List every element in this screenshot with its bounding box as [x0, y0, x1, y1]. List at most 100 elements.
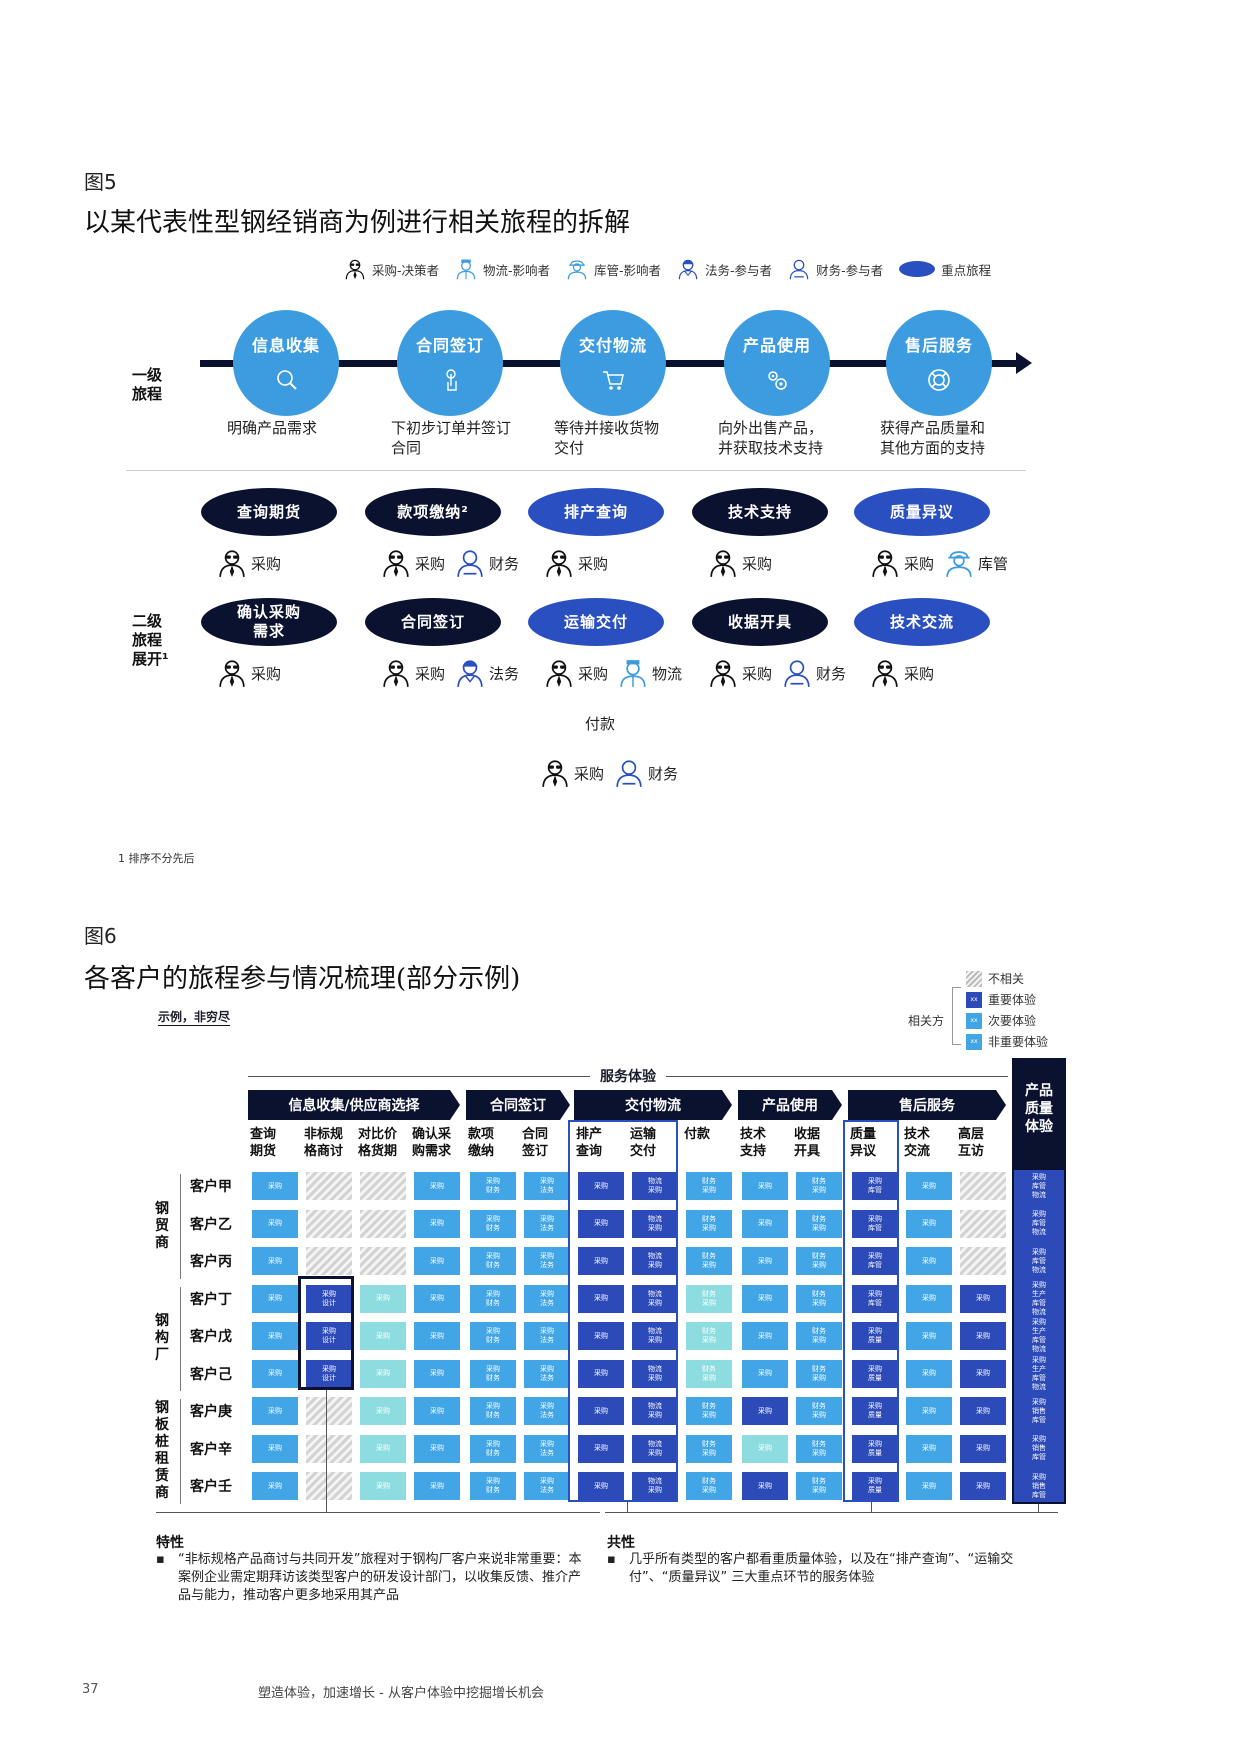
cell-role: 采购	[268, 1256, 282, 1265]
row-label-8: 客户壬	[190, 1479, 232, 1495]
cell-role: 库管	[1032, 1336, 1046, 1344]
search-icon	[277, 370, 297, 390]
matrix-cell: 采购	[742, 1322, 788, 1350]
cell-role: 采购	[594, 1219, 608, 1227]
matrix-cell: 物流 采购	[632, 1247, 678, 1275]
stage-description-1: 下初步订单并签订 合同	[391, 419, 512, 457]
matrix-cell: 采购	[414, 1322, 460, 1350]
matrix-cell: 物流 采购	[632, 1172, 678, 1200]
purchasing-icon	[219, 550, 245, 577]
cell-role: 采购	[268, 1181, 282, 1190]
matrix-cell: 采购	[906, 1209, 952, 1238]
matrix-cell: 采购 法务	[524, 1284, 570, 1313]
cell-role: 财务	[486, 1336, 500, 1344]
subjourney-roles: 采购	[708, 548, 772, 578]
cell-role: 采购	[976, 1369, 990, 1377]
example-tag: 示例，非穷尽	[158, 1010, 231, 1026]
level-2-label: 二级 旅程 展开¹	[132, 612, 169, 668]
cell-role: 采购	[486, 1364, 500, 1373]
cell-role: 采购	[1032, 1210, 1046, 1218]
matrix-cell: 采购	[252, 1284, 298, 1313]
cell-role: 采购	[758, 1444, 772, 1452]
cell-role: 采购	[702, 1223, 716, 1232]
matrix-cell: 采购	[742, 1172, 788, 1200]
cell-role: 采购	[868, 1214, 882, 1223]
cell-role: 采购	[758, 1481, 772, 1490]
cell-role: 物流	[648, 1177, 662, 1185]
cell-role: 采购	[922, 1294, 936, 1302]
matrix-cell: 采购 销售 库管	[1016, 1397, 1062, 1425]
row-label-1: 客户乙	[190, 1216, 232, 1233]
figure-6-label: 图6	[84, 924, 117, 948]
cell-role: 采购	[868, 1364, 882, 1373]
cell-role: 法务	[540, 1223, 554, 1232]
matrix-cell: 物流 采购	[632, 1284, 678, 1313]
cell-role: 采购	[868, 1327, 882, 1335]
matrix-cell: 采购 财务	[470, 1397, 516, 1425]
cell-role: 质量	[868, 1448, 882, 1457]
subjourney-level2_row2-2: 运输交付	[528, 598, 664, 646]
matrix-cell: 采购	[414, 1247, 460, 1275]
cell-role: 物流	[1032, 1382, 1046, 1391]
cell-role: 生产	[1032, 1289, 1046, 1298]
matrix-cell: 采购 财务	[470, 1247, 516, 1275]
cell-role: 采购	[430, 1406, 444, 1415]
group-bracket-2	[180, 1399, 181, 1504]
matrix-cell: 财务 采购	[796, 1172, 842, 1200]
matrix-cell: 采购	[578, 1434, 624, 1463]
subjourney-level2_row1-0: 查询期货	[201, 488, 337, 536]
cell-role: 财务	[812, 1327, 826, 1335]
column-header-13: 高层 互访	[958, 1127, 985, 1159]
cell-role: 采购	[540, 1477, 554, 1485]
column-header-3: 确认采 购需求	[412, 1127, 452, 1159]
row-label-2: 客户丙	[190, 1254, 232, 1270]
cell-role: 采购	[594, 1481, 608, 1490]
matrix-cell: 采购 法务	[524, 1209, 570, 1238]
matrix-cell	[306, 1397, 352, 1425]
legend-item-4: 财务-参与者	[788, 258, 883, 280]
legend-row-1: xx 重要体验	[966, 989, 1048, 1010]
cell-role: 物流	[648, 1214, 662, 1223]
matrix-cell: 采购	[906, 1434, 952, 1463]
legend-bracket	[952, 987, 961, 1045]
matrix-cell: 采购	[960, 1472, 1006, 1500]
matrix-cell: 财务 采购	[686, 1322, 732, 1350]
cell-role: 物流	[1032, 1307, 1046, 1316]
cell-role: 采购	[540, 1214, 554, 1223]
matrix-cell: 物流 采购	[632, 1322, 678, 1350]
cell-role: 法务	[540, 1261, 554, 1269]
cell-role: 采购	[430, 1481, 444, 1490]
legal-icon	[457, 660, 483, 687]
payment-roles: 采购 财务	[540, 758, 678, 788]
matrix-cell: 采购	[252, 1397, 298, 1425]
matrix-cell: 采购 库管	[852, 1172, 898, 1200]
cell-role: 库管	[1032, 1256, 1046, 1265]
matrix-cell: 采购	[578, 1397, 624, 1425]
cell-role: 采购	[594, 1369, 608, 1377]
matrix-cell: 采购 库管	[852, 1284, 898, 1313]
cell-role: 采购	[430, 1219, 444, 1227]
column-header-1: 非标规 格商讨	[304, 1127, 344, 1159]
role-label: 采购	[578, 554, 609, 573]
matrix-cell: 采购 质量	[852, 1472, 898, 1500]
matrix-cell: 财务 采购	[686, 1247, 732, 1275]
cell-role: 采购	[648, 1223, 662, 1232]
legend-label: 不相关	[988, 972, 1025, 986]
stage-description-2: 等待并接收货物 交付	[554, 419, 660, 457]
legend-label: 采购-决策者	[372, 262, 440, 278]
stage-header-4: 售后服务	[848, 1090, 1006, 1120]
cell-role: 采购	[540, 1177, 554, 1185]
subjourney-level2_row1-4: 质量异议	[854, 488, 990, 536]
matrix-cell	[306, 1209, 352, 1238]
matrix-cell: 采购 生产 库管 物流	[1016, 1356, 1062, 1391]
legend-swatch: xx	[966, 1012, 982, 1029]
matrix-cell: 采购 法务	[524, 1322, 570, 1350]
role-label: 采购	[742, 664, 773, 683]
stage-title: 合同签订	[415, 336, 484, 355]
matrix-cell: 采购	[578, 1247, 624, 1275]
stage-circle-2: 交付物流	[560, 310, 666, 416]
matrix-cell: 采购 法务	[524, 1397, 570, 1425]
matrix-cell: 采购	[252, 1472, 298, 1500]
cell-role: 财务	[486, 1223, 500, 1232]
cell-role: 财务	[812, 1177, 826, 1185]
